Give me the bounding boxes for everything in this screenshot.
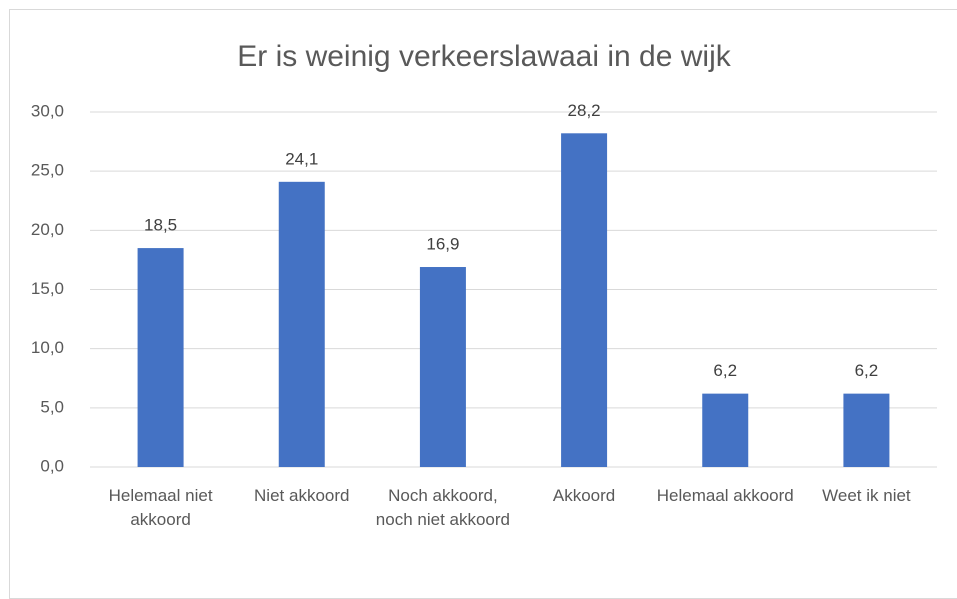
data-label: 6,2	[713, 361, 737, 380]
data-label: 6,2	[855, 361, 879, 380]
bar	[137, 248, 184, 467]
data-label: 24,1	[285, 149, 318, 168]
y-tick-label: 5,0	[40, 397, 64, 416]
x-tick-label: Helemaal akkoord	[656, 486, 794, 505]
y-tick-label: 30,0	[31, 101, 64, 120]
x-tick-label: Helemaal niet akkoord	[108, 486, 213, 529]
chart: Er is weinig verkeerslawaai in de wijk 0…	[31, 40, 937, 475]
data-label: 18,5	[144, 216, 177, 235]
bar	[702, 393, 749, 467]
x-tick-label: Weet ik niet	[822, 486, 911, 505]
x-tick-label: Noch akkoord, noch niet akkoord	[375, 486, 510, 529]
bar	[843, 393, 890, 467]
bar	[419, 267, 466, 467]
bar	[278, 181, 325, 468]
chart-title: Er is weinig verkeerslawaai in de wijk	[237, 40, 732, 73]
x-tick-label: Niet akkoord	[254, 486, 350, 505]
y-tick-label: 25,0	[31, 161, 64, 180]
chart-container: Er is weinig verkeerslawaai in de wijk 0…	[9, 9, 957, 599]
y-tick-label: 10,0	[31, 338, 64, 357]
data-label: 16,9	[426, 235, 459, 254]
y-tick-label: 15,0	[31, 279, 64, 298]
y-tick-label: 0,0	[40, 456, 64, 475]
x-tick-label: Akkoord	[552, 486, 616, 505]
data-label: 28,2	[568, 101, 601, 120]
y-tick-label: 20,0	[31, 220, 64, 239]
bar	[561, 133, 608, 468]
